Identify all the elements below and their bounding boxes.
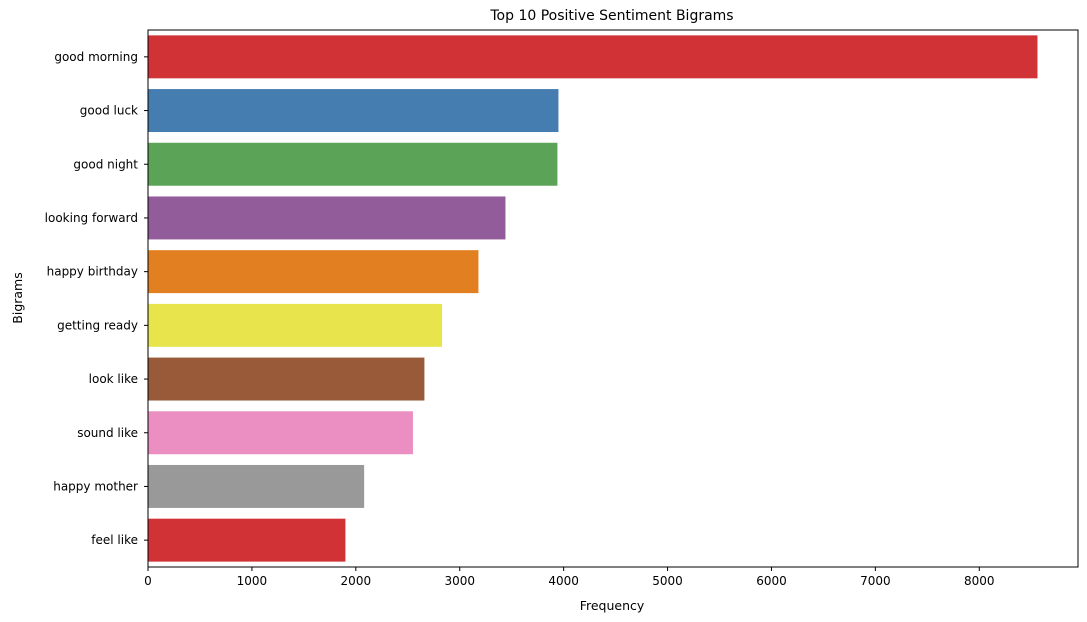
bar-feel-like xyxy=(148,518,346,562)
bar-looking-forward xyxy=(148,196,506,240)
y-tick-label: happy mother xyxy=(53,479,138,493)
x-tick-label: 6000 xyxy=(756,574,787,588)
x-tick-label: 8000 xyxy=(964,574,995,588)
x-tick-label: 0 xyxy=(144,574,152,588)
x-axis-label: Frequency xyxy=(580,598,645,613)
bar-happy-mother xyxy=(148,464,365,508)
y-tick-label: getting ready xyxy=(57,318,138,332)
x-tick-label: 3000 xyxy=(444,574,475,588)
bar-good-morning xyxy=(148,35,1038,79)
y-tick-label: good luck xyxy=(80,104,138,118)
x-tick-label: 7000 xyxy=(860,574,891,588)
x-tick-label: 5000 xyxy=(652,574,683,588)
y-tick-label: feel like xyxy=(91,533,138,547)
bar-look-like xyxy=(148,357,425,401)
y-tick-label: happy birthday xyxy=(47,265,138,279)
bar-sound-like xyxy=(148,411,413,455)
y-tick-label: good night xyxy=(73,157,138,171)
chart-title: Top 10 Positive Sentiment Bigrams xyxy=(489,8,733,24)
y-tick-label: sound like xyxy=(77,426,138,440)
bars-group xyxy=(148,35,1038,562)
y-tick-label: good morning xyxy=(54,50,138,64)
bar-good-night xyxy=(148,142,558,186)
x-tick-label: 4000 xyxy=(548,574,579,588)
y-axis-ticks: good morning good luck good night looking f… xyxy=(45,50,148,547)
x-tick-label: 2000 xyxy=(341,574,372,588)
x-axis-ticks: 0 1000 2000 3000 4000 5000 6000 7000 8000 xyxy=(144,567,995,588)
y-tick-label: look like xyxy=(89,372,138,386)
bar-good-luck xyxy=(148,89,559,133)
y-axis-label: Bigrams xyxy=(10,272,25,323)
plot-frame xyxy=(147,29,1079,568)
bar-happy-birthday xyxy=(148,250,479,294)
y-tick-label: looking forward xyxy=(45,211,138,225)
bar-getting-ready xyxy=(148,303,443,347)
x-tick-label: 1000 xyxy=(237,574,268,588)
